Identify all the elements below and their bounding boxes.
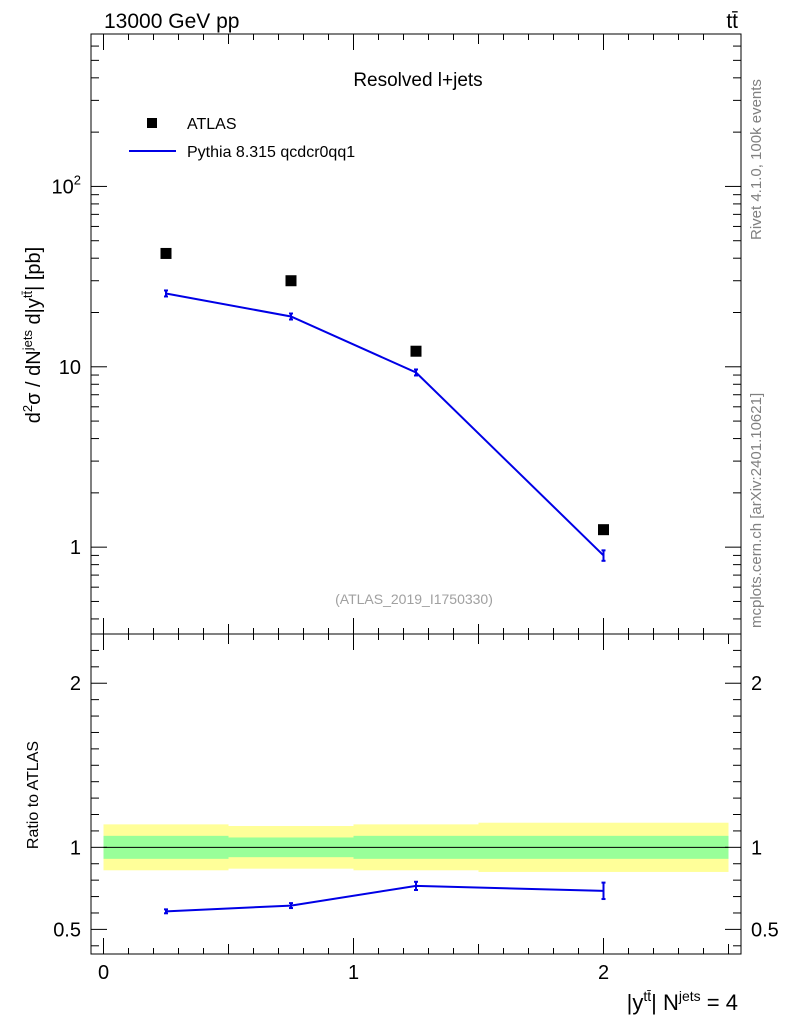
ratio-panel-frame (90, 633, 742, 955)
legend-atlas-marker (147, 118, 157, 128)
main-axis-ticks (91, 33, 741, 634)
rivet-version-label: Rivet 4.1.0, 100k events (748, 79, 765, 240)
ratio-x-axis-label: |ytt̄| Njets = 4 (627, 988, 738, 1015)
data-point (410, 345, 422, 357)
legend-atlas-label: ATLAS (187, 116, 237, 133)
ratio-axis-ticks (91, 633, 741, 954)
mc-line (165, 292, 605, 557)
main-panel: 1 10 102 Resolved l+jets (ATLAS_2019_I1750… (20, 33, 742, 635)
ratio-y-tick-label-right: 2 (751, 673, 762, 695)
ratio-y-tick-label-right: 1 (751, 837, 762, 859)
ratio-x-tick-label: 0 (98, 962, 109, 984)
mcplots-label: mcplots.cern.ch [arXiv:2401.10621] (748, 393, 765, 628)
main-data-series (160, 247, 609, 536)
legend: ATLAS Pythia 8.315 qcdcr0qq1 (129, 116, 355, 161)
data-point (160, 247, 172, 259)
ratio-y-axis-label: Ratio to ATLAS (25, 741, 42, 849)
ratio-x-tick-label: 1 (348, 962, 359, 984)
ratio-y-tick-label: 1 (70, 837, 81, 859)
ratio-mc-series (164, 880, 606, 915)
data-point (598, 524, 609, 536)
main-mc-series (164, 289, 606, 562)
main-y-tick-labels: 1 10 102 (52, 172, 81, 559)
header-process-label: tt̄ (726, 10, 738, 33)
ratio-y-tick-label: 0.5 (53, 919, 81, 941)
main-y-axis-label: d2σ / dNjets d|ytt̄| [pb] (20, 247, 45, 423)
ratio-mc-line (165, 884, 604, 913)
main-y-tick-label: 1 (70, 537, 81, 559)
legend-mc-label: Pythia 8.315 qcdcr0qq1 (187, 144, 355, 161)
ratio-tick-labels: 0.5 0.5 1 1 2 2 0 1 2 (53, 673, 779, 984)
main-title: Resolved l+jets (353, 70, 482, 91)
header-energy-label: 13000 GeV pp (104, 10, 239, 33)
ratio-x-tick-label: 2 (598, 962, 609, 984)
data-point (285, 275, 297, 287)
main-y-tick-label: 102 (52, 172, 81, 198)
watermark-label: (ATLAS_2019_I1750330) (335, 591, 493, 607)
ratio-y-tick-label-right: 0.5 (751, 919, 779, 941)
ratio-panel: 0.5 0.5 1 1 2 2 0 1 2 Ratio to ATLAS |ytt̄| Njet… (25, 633, 779, 1015)
main-y-tick-label: 10 (59, 357, 81, 379)
ratio-y-tick-label: 2 (70, 673, 81, 695)
